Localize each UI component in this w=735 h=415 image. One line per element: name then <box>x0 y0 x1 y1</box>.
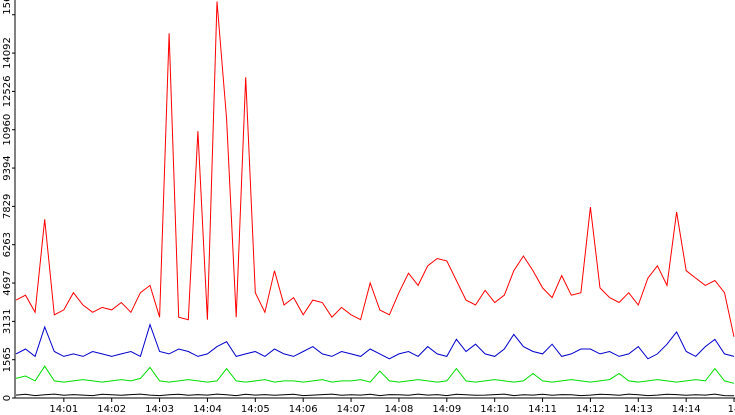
y-tick-label: 10960 <box>2 114 13 146</box>
y-tick-label: 1565 <box>2 347 13 372</box>
y-tick-label: 4697 <box>2 270 13 295</box>
x-tick-label: 14:04 <box>193 404 222 415</box>
x-tick-label: 14:12 <box>576 404 605 415</box>
x-tick-label: 14:03 <box>145 404 174 415</box>
x-tick-label: 14:01 <box>49 404 78 415</box>
x-tick-label: 14:14 <box>672 404 701 415</box>
x-tick-label: 14:05 <box>241 404 270 415</box>
y-tick-label: 0 <box>2 395 13 401</box>
series-line <box>15 393 735 397</box>
y-tick-label: 12526 <box>2 75 13 107</box>
y-tick-label: 15658 <box>2 0 13 15</box>
x-tick-label: 14:02 <box>97 404 126 415</box>
x-tick-label: 14:10 <box>480 404 509 415</box>
x-tick-label: 14:11 <box>528 404 557 415</box>
y-tick-label: 3131 <box>2 309 13 334</box>
x-tick-label: 14:09 <box>432 404 461 415</box>
y-tick-label: 6263 <box>2 232 13 257</box>
series-line <box>15 365 735 384</box>
x-tick-label: 14:07 <box>337 404 366 415</box>
series-line <box>15 1 735 337</box>
x-tick-label: 14:06 <box>289 404 318 415</box>
y-tick-label: 14092 <box>2 37 13 69</box>
x-tick-label: 14:08 <box>385 404 414 415</box>
x-tick-label: 14 <box>728 404 735 415</box>
series-line <box>15 323 735 360</box>
x-tick-label: 14:13 <box>624 404 653 415</box>
y-tick-label: 7829 <box>2 194 13 219</box>
y-tick-label: 9394 <box>2 155 13 180</box>
